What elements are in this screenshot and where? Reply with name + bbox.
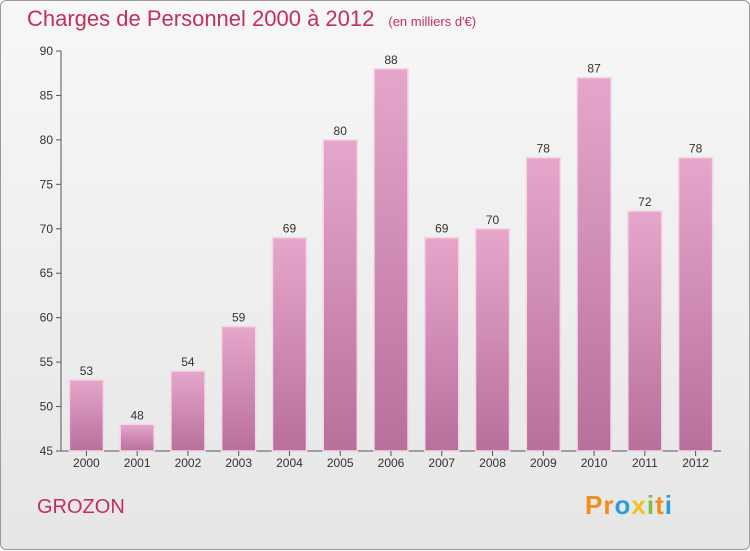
y-tick-label: 85 (40, 88, 54, 102)
bar-value-label: 78 (537, 142, 551, 156)
bar-value-label: 87 (587, 62, 601, 76)
logo-letter: r (603, 490, 615, 520)
place-name: GROZON (37, 496, 125, 518)
x-tick-label: 2007 (428, 456, 455, 470)
x-tick-label: 2004 (276, 456, 303, 470)
y-tick-label: 75 (40, 177, 54, 191)
y-tick-label: 45 (40, 444, 54, 458)
bar (525, 156, 562, 452)
bar (220, 325, 257, 452)
logo-letter: x (631, 490, 647, 520)
chart-title: Charges de Personnel 2000 à 2012 (en mill… (27, 6, 476, 32)
bar (474, 228, 511, 452)
bar-value-label: 70 (486, 213, 500, 227)
title-text: Charges de Personnel 2000 à 2012 (27, 6, 375, 31)
bar (576, 76, 612, 452)
bar (627, 210, 663, 452)
bar (271, 236, 308, 452)
chart-subtitle: (en milliers d'€) (388, 14, 477, 29)
bar (68, 379, 105, 452)
x-tick-label: 2011 (632, 456, 658, 470)
y-tick-label: 80 (40, 133, 54, 147)
x-tick-label: 2008 (479, 456, 506, 470)
bar-value-label: 88 (384, 53, 398, 67)
y-tick-label: 50 (40, 400, 54, 414)
bar-value-label: 48 (130, 408, 144, 422)
bar (322, 139, 358, 452)
bar-value-label: 54 (181, 355, 195, 369)
bar (424, 236, 460, 452)
x-tick-label: 2012 (682, 456, 709, 470)
x-tick-label: 2002 (175, 456, 202, 470)
y-tick-label: 90 (40, 44, 54, 58)
bar-value-label: 69 (435, 222, 449, 236)
logo-letter: o (614, 490, 632, 520)
bar (373, 68, 409, 452)
x-tick-label: 2000 (73, 456, 100, 470)
bar (170, 370, 206, 452)
bar-value-label: 69 (283, 222, 297, 236)
bar (119, 423, 155, 452)
logo-letter: t (655, 490, 665, 520)
bar-value-label: 78 (689, 142, 703, 156)
proxiti-logo: Proxiti (585, 490, 673, 521)
x-tick-label: 2009 (530, 456, 557, 470)
x-tick-label: 2006 (378, 456, 405, 470)
x-tick-label: 2003 (225, 456, 252, 470)
x-tick-label: 2001 (124, 456, 151, 470)
y-tick-label: 70 (40, 222, 54, 236)
x-tick-label: 2005 (327, 456, 354, 470)
bar-value-label: 59 (232, 311, 246, 325)
y-tick-label: 55 (40, 355, 54, 369)
y-tick-label: 65 (40, 266, 54, 280)
logo-letter: i (664, 490, 673, 520)
bar-value-label: 72 (638, 195, 652, 209)
x-tick-label: 2010 (581, 456, 608, 470)
bar (677, 156, 714, 452)
bar-value-label: 80 (334, 124, 348, 138)
y-tick-label: 60 (40, 311, 54, 325)
logo-letter: i (646, 490, 656, 520)
bar-value-label: 53 (80, 364, 94, 378)
logo-letter: P (585, 490, 604, 520)
